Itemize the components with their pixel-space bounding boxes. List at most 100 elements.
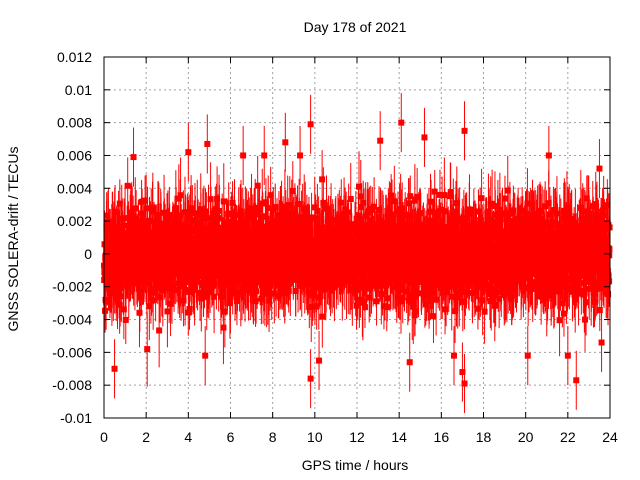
data-point — [220, 324, 227, 331]
data-point — [133, 215, 140, 222]
data-point — [191, 286, 198, 293]
data-point — [252, 298, 259, 305]
data-point — [518, 273, 525, 280]
data-point — [211, 293, 218, 300]
data-point — [463, 274, 470, 281]
data-point — [411, 287, 418, 294]
data-point — [399, 294, 406, 301]
data-point — [221, 308, 228, 315]
data-point — [403, 275, 410, 282]
data-point — [207, 221, 214, 228]
data-point — [138, 279, 145, 286]
data-point — [285, 287, 292, 294]
data-point — [323, 273, 330, 280]
data-point — [428, 198, 435, 205]
data-point — [344, 221, 351, 228]
data-point — [427, 208, 434, 215]
data-point — [510, 207, 517, 214]
data-point — [492, 288, 499, 295]
data-point — [492, 301, 499, 308]
data-point — [105, 262, 112, 269]
data-point — [430, 313, 437, 320]
data-point — [395, 293, 402, 300]
data-point — [177, 192, 184, 199]
data-point — [186, 214, 193, 221]
data-point — [351, 227, 358, 234]
data-point — [272, 204, 279, 211]
data-point — [453, 294, 460, 301]
data-point — [373, 222, 380, 229]
data-point — [262, 199, 269, 206]
data-point — [233, 238, 240, 245]
data-point — [412, 226, 419, 233]
data-point — [452, 275, 459, 282]
data-point — [338, 199, 345, 206]
data-point — [284, 202, 291, 209]
data-point — [278, 214, 285, 221]
data-point — [265, 204, 272, 211]
data-point — [453, 200, 460, 207]
data-point — [103, 298, 110, 305]
data-point — [102, 307, 109, 314]
data-point — [127, 224, 134, 231]
data-point — [301, 205, 308, 212]
data-point — [155, 216, 162, 223]
data-point — [105, 222, 112, 229]
data-point — [196, 223, 203, 230]
data-point — [271, 290, 278, 297]
data-point — [197, 290, 204, 297]
data-point — [245, 287, 252, 294]
data-point — [459, 283, 466, 290]
data-point — [254, 182, 261, 189]
data-point — [132, 205, 139, 212]
data-point — [347, 196, 354, 203]
data-point — [522, 223, 529, 230]
data-point — [180, 297, 187, 304]
data-point — [523, 261, 530, 268]
data-point — [412, 293, 419, 300]
data-point — [135, 274, 142, 281]
data-point — [143, 205, 150, 212]
data-point — [405, 297, 412, 304]
data-point — [402, 211, 409, 218]
data-point — [508, 290, 515, 297]
data-point — [120, 306, 127, 313]
data-point — [477, 216, 484, 223]
data-point — [124, 182, 131, 189]
data-point — [501, 195, 508, 202]
data-point — [237, 208, 244, 215]
data-point — [122, 215, 129, 222]
data-point — [253, 288, 260, 295]
data-point — [296, 276, 303, 283]
data-point — [358, 234, 365, 241]
data-series — [101, 93, 613, 414]
data-point — [431, 188, 438, 195]
data-point — [508, 252, 515, 259]
data-point — [366, 217, 373, 224]
data-point — [264, 285, 271, 292]
data-point — [366, 294, 373, 301]
data-point — [483, 281, 490, 288]
data-point — [477, 284, 484, 291]
data-point — [407, 193, 414, 200]
data-point — [504, 187, 511, 194]
data-point — [479, 297, 486, 304]
data-point — [152, 289, 159, 296]
data-point — [202, 208, 209, 215]
data-point — [313, 303, 320, 310]
data-point — [410, 303, 417, 310]
data-point — [215, 272, 222, 279]
data-point — [384, 295, 391, 302]
data-point — [318, 237, 325, 244]
data-point — [387, 273, 394, 280]
data-point — [319, 176, 326, 183]
data-point — [178, 280, 185, 287]
data-point — [325, 279, 332, 286]
data-point — [452, 244, 459, 251]
data-point — [266, 297, 273, 304]
data-point — [501, 248, 508, 255]
data-point — [103, 212, 110, 219]
data-point — [343, 278, 350, 285]
data-point — [258, 295, 265, 302]
